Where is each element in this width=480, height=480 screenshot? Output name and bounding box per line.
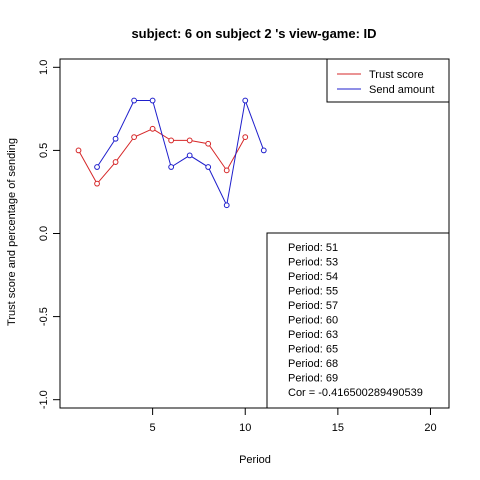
series-0-point-5 — [168, 137, 175, 144]
legend-label-send-amount: Send amount — [369, 84, 434, 96]
annotation-line-0: Period: 51 — [288, 242, 338, 254]
series-0-point-7 — [205, 140, 212, 147]
series-0-point-2 — [112, 159, 119, 165]
annotation-line-4: Period: 57 — [288, 300, 338, 312]
series-1-point-8 — [242, 97, 249, 104]
series-0-point-9 — [242, 134, 249, 141]
series-0-point-0 — [75, 147, 82, 154]
series-1-point-4 — [168, 164, 175, 170]
annotation-line-7: Period: 65 — [288, 344, 338, 356]
series-1-point-6 — [205, 164, 212, 170]
annotation-line-9: Period: 69 — [288, 373, 338, 385]
annotation-line-3: Period: 55 — [288, 286, 338, 298]
series-1-point-0 — [94, 164, 100, 170]
annotation-line-6: Period: 63 — [288, 329, 338, 341]
series-1-point-2 — [131, 97, 138, 104]
x-tick-label-1: 10 — [239, 422, 251, 434]
y-tick-label-4: 1.0 — [38, 60, 50, 75]
x-tick-label-0: 5 — [150, 422, 156, 434]
chart-title: subject: 6 on subject 2 's view-game: ID — [131, 26, 376, 41]
y-tick-label-3: 0.5 — [38, 143, 50, 158]
x-axis: 5 10 15 20 — [150, 408, 437, 434]
annotation-lines: Period: 51 Period: 53 Period: 54 Period: 55… — [288, 242, 423, 399]
series-1-point-7 — [223, 202, 230, 209]
x-axis-label: Period — [239, 454, 271, 466]
series-layer — [75, 97, 267, 209]
series-1-point-3 — [149, 97, 156, 104]
legend: Trust score Send amount — [326, 58, 450, 103]
annotation-line-2: Period: 54 — [288, 271, 338, 283]
annotation-box: Period: 51 Period: 53 Period: 54 Period: 55… — [266, 232, 450, 409]
series-0-point-6 — [186, 137, 193, 144]
y-axis-label: Trust score and percentage of sending — [6, 138, 18, 326]
series-1-point-1 — [112, 135, 119, 142]
series-0-point-1 — [94, 180, 100, 187]
y-tick-label-2: 0.0 — [38, 226, 50, 241]
series-1-point-9 — [260, 147, 267, 154]
annotation-line-10: Cor = -0.416500289490539 — [288, 387, 423, 399]
series-0-point-3 — [131, 134, 138, 141]
legend-box — [326, 58, 450, 103]
series-0-point-8 — [223, 167, 230, 174]
y-tick-label-0: -1.0 — [38, 390, 50, 409]
x-tick-label-3: 20 — [424, 422, 436, 434]
x-tick-label-2: 15 — [332, 422, 344, 434]
series-line-1 — [96, 98, 265, 207]
annotation-line-8: Period: 68 — [288, 358, 338, 370]
series-0-point-4 — [149, 125, 156, 132]
annotation-frame — [266, 232, 450, 409]
y-axis: -1.0 -0.5 0.0 0.5 1.0 — [38, 60, 60, 409]
legend-label-trust-score: Trust score — [369, 69, 424, 81]
annotation-line-1: Period: 53 — [288, 257, 338, 269]
annotation-line-5: Period: 60 — [288, 315, 338, 327]
y-tick-label-1: -0.5 — [38, 307, 50, 326]
series-1-point-5 — [186, 152, 193, 159]
